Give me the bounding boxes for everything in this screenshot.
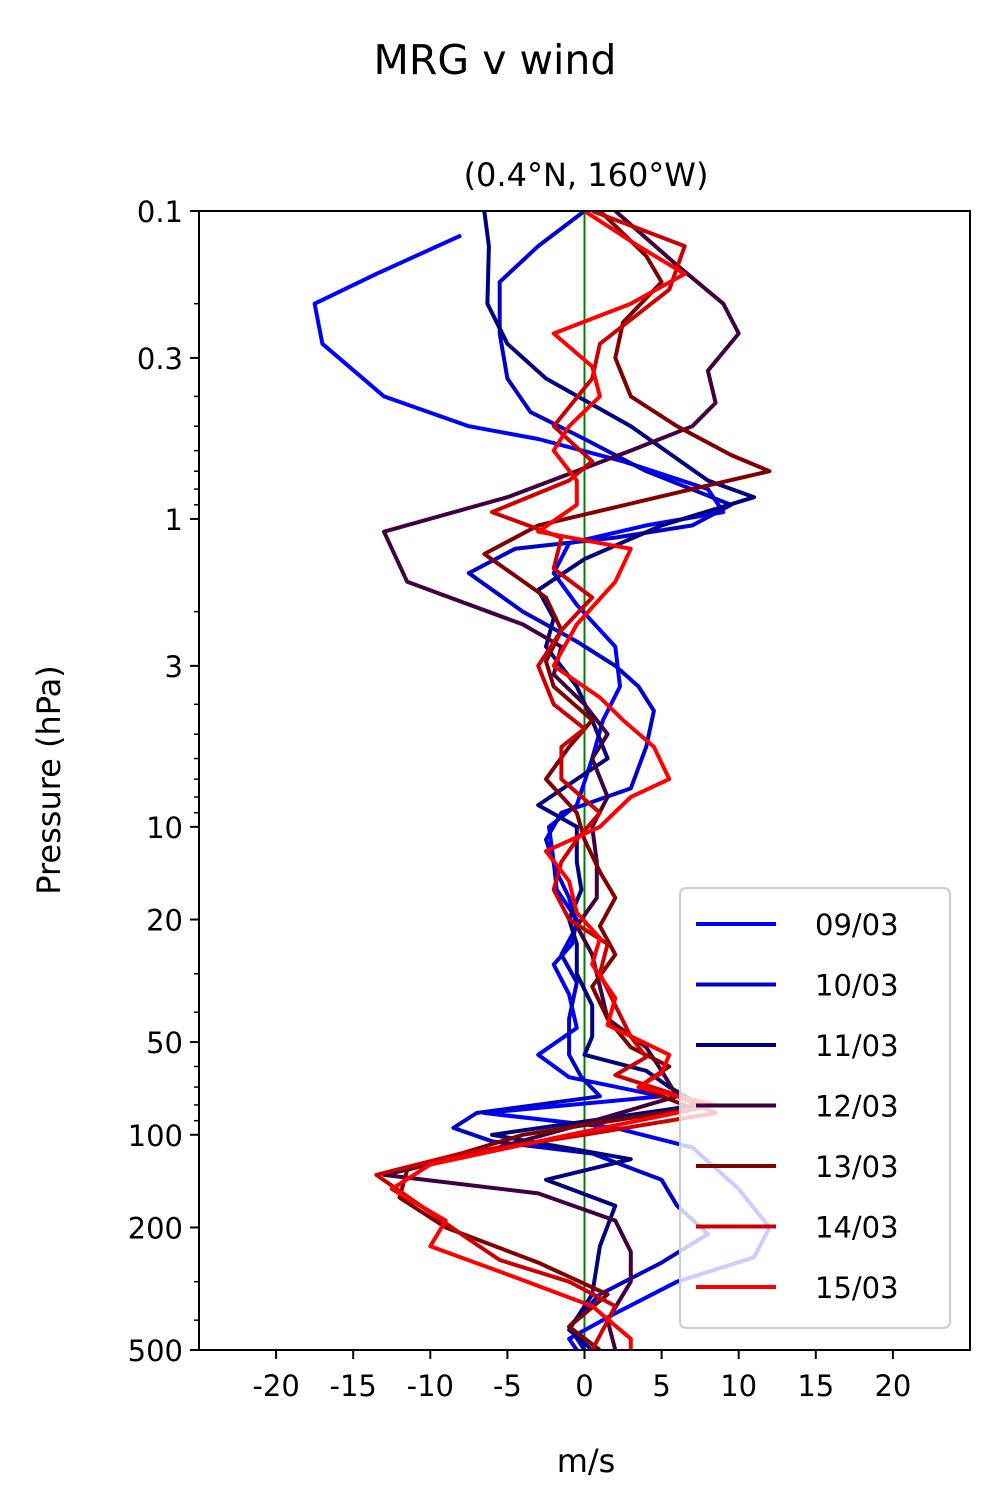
- chart-subtitle: (0.4°N, 160°W): [464, 156, 709, 194]
- series-line-1: [451, 211, 733, 1350]
- x-tick-label: -5: [493, 1369, 522, 1403]
- y-tick-label: 20: [146, 904, 183, 938]
- x-tick-label: 20: [874, 1369, 911, 1403]
- chart-title: MRG v wind: [374, 36, 617, 84]
- series-line-5: [374, 211, 718, 1350]
- y-tick-label: 10: [146, 811, 183, 845]
- y-tick-label: 100: [128, 1119, 183, 1153]
- x-tick-label: 15: [797, 1369, 834, 1403]
- x-tick-label: 10: [720, 1369, 757, 1403]
- series-line-2: [482, 211, 757, 1350]
- series-line-6: [389, 211, 718, 1350]
- x-tick-label: 0: [575, 1369, 593, 1403]
- plot-area: [312, 211, 772, 1350]
- x-tick-label: 5: [652, 1369, 670, 1403]
- legend-label-4: 13/03: [815, 1150, 899, 1184]
- y-axis-label: Pressure (hPa): [30, 665, 68, 895]
- legend-label-6: 15/03: [815, 1271, 899, 1305]
- legend-box: [679, 887, 951, 1329]
- y-tick-label: 1: [165, 503, 183, 537]
- x-tick-label: -20: [252, 1369, 299, 1403]
- axes: -20 -15 -10 -5 0 5 10 15 20 0.1 0.3 1 3 10 20 50 100 200 5…: [128, 195, 971, 1403]
- y-tick-label: 0.1: [137, 195, 183, 229]
- legend-label-1: 10/03: [815, 969, 899, 1003]
- y-tick-label: 0.3: [137, 342, 183, 376]
- legend: 09/03 10/03 11/03 12/03 13/03 14/03 15/03: [679, 887, 951, 1329]
- y-tick-label: 500: [128, 1334, 183, 1368]
- y-tick-label: 3: [165, 650, 183, 684]
- y-tick-label: 50: [146, 1026, 183, 1060]
- x-axis-label: m/s: [557, 1442, 616, 1480]
- y-tick-label: 200: [128, 1211, 183, 1245]
- x-tick-label: -15: [330, 1369, 377, 1403]
- x-tick-label: -10: [407, 1369, 454, 1403]
- legend-label-0: 09/03: [815, 908, 899, 942]
- legend-label-2: 11/03: [815, 1029, 899, 1063]
- legend-label-3: 12/03: [815, 1090, 899, 1124]
- legend-label-5: 14/03: [815, 1211, 899, 1245]
